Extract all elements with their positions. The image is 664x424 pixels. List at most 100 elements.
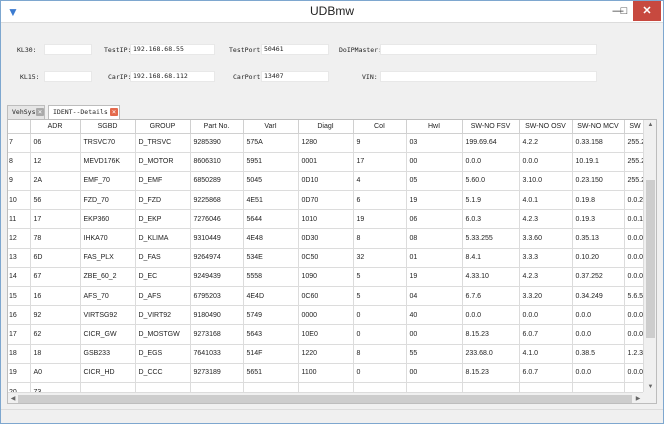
table-cell[interactable]: 0.23.150	[572, 171, 625, 192]
column-header[interactable]: SGBD	[80, 120, 136, 134]
table-cell[interactable]: D_CCC	[135, 363, 191, 383]
table-cell[interactable]: 9273189	[190, 363, 244, 383]
table-cell[interactable]: 0001	[298, 152, 354, 172]
table-cell[interactable]: D_EKP	[135, 209, 191, 230]
table-cell[interactable]: 03	[406, 133, 463, 153]
table-cell[interactable]: 16	[30, 286, 81, 307]
table-cell[interactable]: 7276046	[190, 209, 244, 230]
table-cell[interactable]: 0.33.158	[572, 133, 625, 153]
table-cell[interactable]: 6.0.7	[519, 363, 573, 383]
table-cell[interactable]: 0.19.8	[572, 190, 625, 211]
table-cell[interactable]: CICR_HD	[80, 363, 136, 383]
horizontal-scrollbar[interactable]: ◀ ▶	[8, 392, 643, 403]
table-cell[interactable]: 19	[406, 190, 463, 211]
table-cell[interactable]: 8	[353, 228, 407, 249]
ident-table[interactable]: ADR SGBD GROUP Part No. VarI DiagI CoI H…	[7, 119, 657, 404]
table-cell[interactable]: 00	[406, 324, 463, 345]
table-cell[interactable]: 00	[406, 363, 463, 383]
table-row[interactable]: 19 A0 CICR_HD D_CCC 9273189 5651 1100 0 00 8.15.2…	[8, 363, 647, 383]
table-cell[interactable]: 5045	[243, 171, 299, 192]
table-cell[interactable]: 9225868	[190, 190, 244, 211]
table-cell[interactable]: 8	[353, 344, 407, 364]
table-cell[interactable]: 9	[353, 133, 407, 153]
doip-master-field[interactable]	[380, 44, 597, 55]
table-cell[interactable]: FZD_70	[80, 190, 136, 211]
maximize-button[interactable]: □	[620, 5, 628, 17]
column-header[interactable]: HwI	[406, 120, 463, 134]
table-cell[interactable]: 17	[30, 209, 81, 230]
table-cell[interactable]: 3.10.0	[519, 171, 573, 192]
table-cell[interactable]: 0D10	[298, 171, 354, 192]
column-header[interactable]: GROUP	[135, 120, 191, 134]
vertical-scrollbar[interactable]: ▲ ▼	[643, 120, 656, 392]
table-cell[interactable]: 5644	[243, 209, 299, 230]
table-cell[interactable]: 575A	[243, 133, 299, 153]
table-cell[interactable]: D_MOTOR	[135, 152, 191, 172]
table-row[interactable]: 17 62 CICR_GW D_MOSTGW 9273168 5643 10E0 0 00 8.1…	[8, 324, 647, 345]
table-cell[interactable]: 67	[30, 267, 81, 288]
table-cell[interactable]: 4.2.3	[519, 267, 573, 288]
column-header[interactable]: SW-NO MCV	[572, 120, 625, 134]
column-header[interactable]: Part No.	[190, 120, 244, 134]
table-cell[interactable]: 5.60.0	[462, 171, 520, 192]
table-cell[interactable]: 1220	[298, 344, 354, 364]
table-cell[interactable]: 0.0.0	[572, 324, 625, 345]
table-row[interactable]: 14 67 ZBE_60_2 D_EC 9249439 5558 1090 5 19 4.33.1…	[8, 267, 647, 288]
table-cell[interactable]: 40	[406, 305, 463, 326]
table-cell[interactable]: 5.33.255	[462, 228, 520, 249]
tab-ident-details-close-icon[interactable]: ×	[110, 108, 118, 116]
table-cell[interactable]: FAS_PLX	[80, 248, 136, 268]
table-cell[interactable]: CICR_GW	[80, 324, 136, 345]
table-cell[interactable]: 0.34.249	[572, 286, 625, 307]
table-cell[interactable]: 233.68.0	[462, 344, 520, 364]
table-cell[interactable]: 4.33.10	[462, 267, 520, 288]
table-cell[interactable]: 1090	[298, 267, 354, 288]
table-cell[interactable]: 55	[406, 344, 463, 364]
table-cell[interactable]: 6	[353, 190, 407, 211]
column-header[interactable]: ADR	[30, 120, 81, 134]
table-row[interactable]: 13 6D FAS_PLX D_FAS 9264974 534E 0C50 32 01 8.4.1…	[8, 248, 647, 268]
table-cell[interactable]: 0.0.0	[572, 305, 625, 326]
close-button[interactable]: ✕	[633, 1, 661, 21]
table-cell[interactable]: 6.0.3	[462, 209, 520, 230]
table-cell[interactable]: 62	[30, 324, 81, 345]
table-cell[interactable]: 0000	[298, 305, 354, 326]
table-cell[interactable]: 32	[353, 248, 407, 268]
table-cell[interactable]: 5749	[243, 305, 299, 326]
table-cell[interactable]: 6795203	[190, 286, 244, 307]
table-cell[interactable]: 4E51	[243, 190, 299, 211]
table-cell[interactable]: 04	[406, 286, 463, 307]
table-cell[interactable]: 0	[353, 305, 407, 326]
table-cell[interactable]: A0	[30, 363, 81, 383]
kl30-field[interactable]	[44, 44, 92, 55]
table-cell[interactable]: 5643	[243, 324, 299, 345]
table-row[interactable]: 9 2A EMF_70 D_EMF 6850289 5045 0D10 4 05 5.60.0 3.…	[8, 171, 647, 192]
table-cell[interactable]: 1100	[298, 363, 354, 383]
table-row[interactable]: 7 06 TRSVC70 D_TRSVC 9285390 575A 1280 9 03 199.6…	[8, 133, 647, 153]
table-cell[interactable]: 0.0.0	[519, 152, 573, 172]
table-cell[interactable]: 199.69.64	[462, 133, 520, 153]
column-header[interactable]: DiagI	[298, 120, 354, 134]
table-cell[interactable]: 6.7.6	[462, 286, 520, 307]
table-cell[interactable]: 6D	[30, 248, 81, 268]
table-cell[interactable]: 3.3.20	[519, 286, 573, 307]
table-row[interactable]: 12 78 IHKA70 D_KLIMA 9310449 4E48 0D30 8 08 5.33.…	[8, 228, 647, 249]
table-cell[interactable]: D_EMF	[135, 171, 191, 192]
table-cell[interactable]: D_AFS	[135, 286, 191, 307]
table-cell[interactable]: D_FAS	[135, 248, 191, 268]
column-header[interactable]: SW-NO OSV	[519, 120, 573, 134]
test-ip-field[interactable]: 192.168.68.55	[130, 44, 215, 55]
table-cell[interactable]: 05	[406, 171, 463, 192]
table-cell[interactable]: 10.19.1	[572, 152, 625, 172]
minimize-button[interactable]: —	[612, 5, 624, 17]
table-cell[interactable]: EKP360	[80, 209, 136, 230]
horizontal-scroll-thumb[interactable]	[18, 395, 632, 403]
table-cell[interactable]: D_MOSTGW	[135, 324, 191, 345]
table-cell[interactable]: 0C50	[298, 248, 354, 268]
table-cell[interactable]: 2A	[30, 171, 81, 192]
kl15-field[interactable]	[44, 71, 92, 82]
car-ip-field[interactable]: 192.168.68.112	[130, 71, 215, 82]
table-cell[interactable]: 534E	[243, 248, 299, 268]
table-cell[interactable]: 12	[30, 152, 81, 172]
vertical-scroll-thumb[interactable]	[646, 180, 655, 338]
